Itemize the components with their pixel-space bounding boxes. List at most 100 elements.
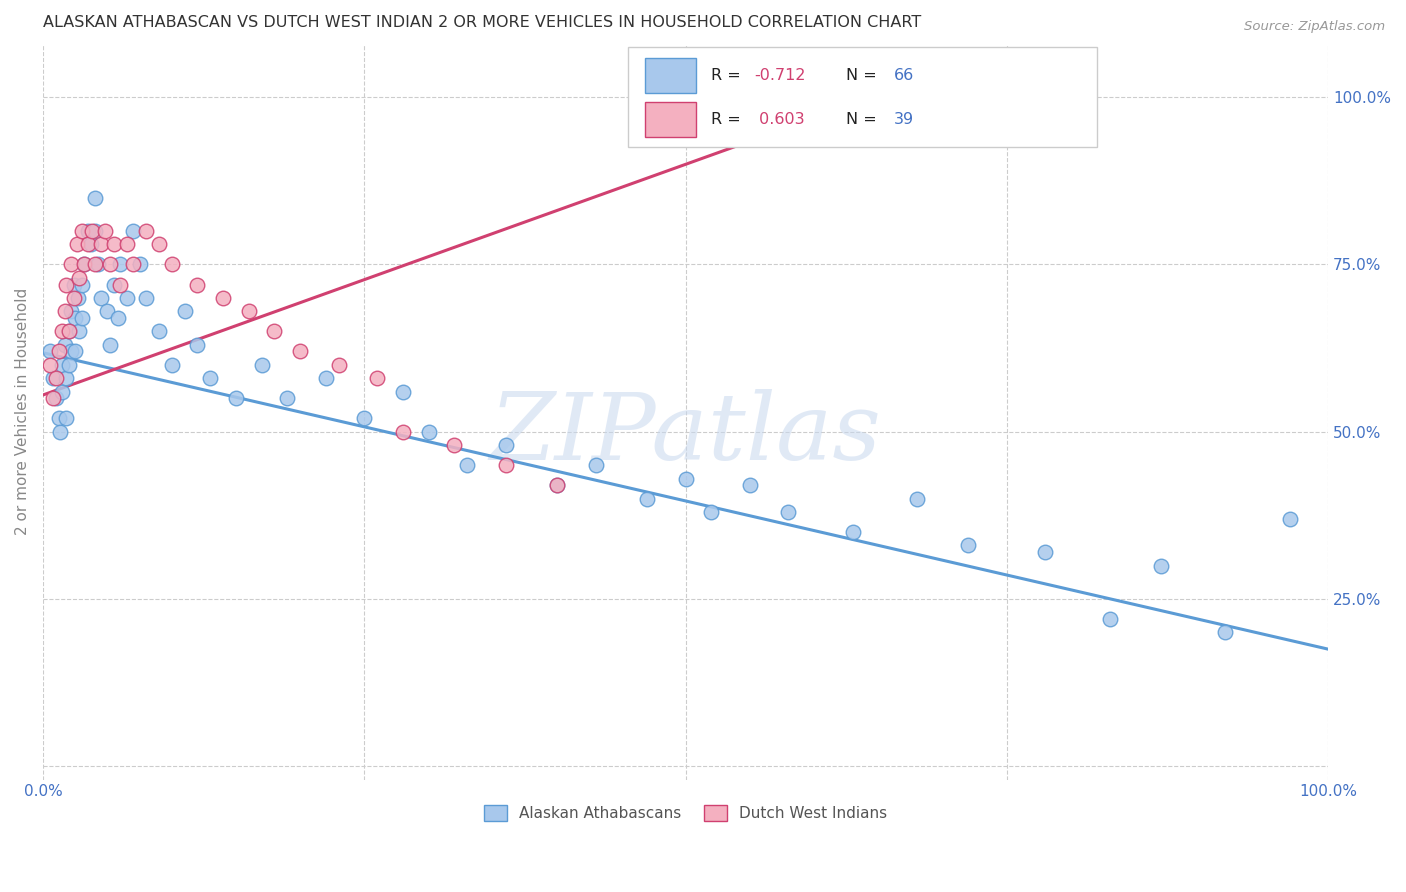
Point <box>96 304 118 318</box>
FancyBboxPatch shape <box>644 102 696 137</box>
Point <box>1150 558 1173 573</box>
Point <box>70 277 93 292</box>
Point <box>42 371 65 385</box>
Point <box>778 505 800 519</box>
Point <box>250 358 273 372</box>
Point <box>98 337 121 351</box>
Point <box>42 391 65 405</box>
Text: ALASKAN ATHABASCAN VS DUTCH WEST INDIAN 2 OR MORE VEHICLES IN HOUSEHOLD CORRELAT: ALASKAN ATHABASCAN VS DUTCH WEST INDIAN … <box>44 15 921 30</box>
Point <box>55 411 77 425</box>
Point <box>80 224 103 238</box>
Point <box>135 291 157 305</box>
Point <box>160 257 183 271</box>
Point <box>90 291 112 305</box>
Point <box>328 358 350 372</box>
Point <box>263 324 285 338</box>
Point <box>98 257 121 271</box>
Point <box>238 304 260 318</box>
Text: 66: 66 <box>894 68 914 83</box>
Point <box>58 324 80 338</box>
Point <box>67 270 90 285</box>
Point <box>392 384 415 399</box>
Point <box>73 257 96 271</box>
Text: ZIPatlas: ZIPatlas <box>489 389 882 479</box>
Point <box>110 257 132 271</box>
Point <box>212 291 235 305</box>
Point <box>443 438 465 452</box>
Point <box>276 391 298 405</box>
Point <box>60 344 83 359</box>
Point <box>148 324 170 338</box>
Point <box>60 304 83 318</box>
Text: R =: R = <box>711 112 747 127</box>
Point <box>48 344 70 359</box>
Point <box>128 257 150 271</box>
Point <box>87 257 110 271</box>
Point <box>585 458 607 472</box>
Point <box>77 224 100 238</box>
Point <box>546 478 568 492</box>
Point <box>94 224 117 238</box>
Point <box>103 277 125 292</box>
Point <box>83 224 105 238</box>
Point <box>51 324 73 338</box>
Point <box>418 425 440 439</box>
Point <box>80 237 103 252</box>
Point <box>290 344 312 359</box>
Point <box>63 277 86 292</box>
Point <box>122 224 145 238</box>
Point <box>392 425 415 439</box>
Point <box>1098 612 1121 626</box>
Point <box>110 277 132 292</box>
Point <box>73 257 96 271</box>
Text: N =: N = <box>846 112 882 127</box>
Point <box>173 304 195 318</box>
FancyBboxPatch shape <box>644 58 696 93</box>
Point <box>49 425 72 439</box>
Point <box>495 438 517 452</box>
Text: -0.712: -0.712 <box>754 68 806 83</box>
Point <box>675 471 697 485</box>
Point <box>45 391 67 405</box>
Y-axis label: 2 or more Vehicles in Household: 2 or more Vehicles in Household <box>15 288 30 535</box>
Point <box>456 458 478 472</box>
Point <box>495 458 517 472</box>
Point <box>353 411 375 425</box>
Point <box>83 190 105 204</box>
Text: 0.603: 0.603 <box>754 112 804 127</box>
Point <box>55 371 77 385</box>
Point <box>1215 625 1237 640</box>
Point <box>1035 545 1057 559</box>
Point <box>58 324 80 338</box>
Point <box>77 237 100 252</box>
Point <box>957 538 980 552</box>
Point <box>53 304 76 318</box>
Point <box>115 291 138 305</box>
Text: R =: R = <box>711 68 747 83</box>
Point <box>65 344 87 359</box>
Point <box>868 83 890 97</box>
Point <box>51 358 73 372</box>
Point <box>122 257 145 271</box>
Point <box>546 478 568 492</box>
Point <box>67 324 90 338</box>
Point <box>115 237 138 252</box>
Point <box>65 310 87 325</box>
Point <box>700 505 723 519</box>
Point <box>186 277 208 292</box>
Text: 39: 39 <box>894 112 914 127</box>
Point <box>841 524 863 539</box>
Point <box>90 237 112 252</box>
Point <box>200 371 222 385</box>
Point <box>48 411 70 425</box>
Point <box>103 237 125 252</box>
Point <box>148 237 170 252</box>
FancyBboxPatch shape <box>628 47 1097 146</box>
Point <box>107 310 129 325</box>
Point <box>738 478 761 492</box>
Point <box>636 491 658 506</box>
Point <box>70 224 93 238</box>
Point <box>905 491 928 506</box>
Point <box>63 291 86 305</box>
Point <box>225 391 247 405</box>
